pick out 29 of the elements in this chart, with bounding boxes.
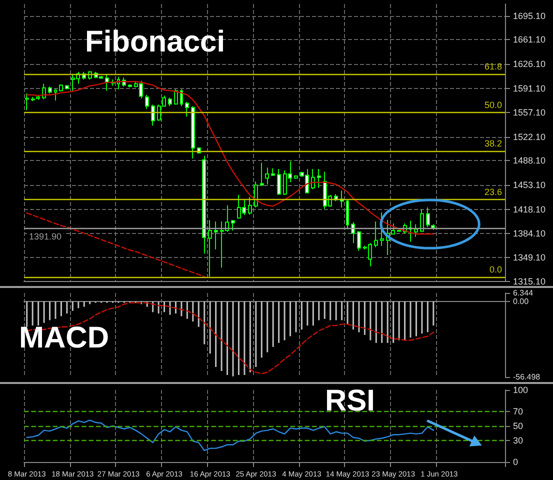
y-tick-label: 30 bbox=[513, 435, 524, 446]
y-tick-label: 0 bbox=[513, 457, 518, 467]
y-tick-label: 1661.10 bbox=[513, 34, 546, 45]
y-tick-label: 1349.10 bbox=[513, 252, 546, 263]
y-tick-label: 70 bbox=[513, 406, 524, 417]
y-tick-label: 1488.10 bbox=[513, 156, 546, 166]
text: MACD bbox=[19, 322, 109, 354]
y-tick-label: 50 bbox=[513, 421, 524, 431]
chart-title: RSI bbox=[325, 384, 376, 418]
y-tick-label: 1453.10 bbox=[513, 180, 546, 190]
y-tick-label: 6.344 bbox=[513, 288, 534, 298]
annotation: 61.8 bbox=[484, 61, 502, 72]
annotation: 0.0 bbox=[489, 264, 502, 274]
y-tick-label: 1522.10 bbox=[513, 132, 546, 142]
annotation: 50.0 bbox=[484, 100, 502, 110]
y-tick-label: 1315.10 bbox=[513, 276, 546, 286]
y-tick-label: 1695.10 bbox=[513, 10, 546, 21]
y-tick-label: 1384.10 bbox=[513, 228, 546, 238]
y-tick-label: 1626.10 bbox=[513, 59, 546, 70]
y-tick-label: 1591.10 bbox=[513, 84, 546, 94]
annotation: 38.2 bbox=[484, 138, 502, 149]
y-tick-label: 1418.10 bbox=[513, 204, 546, 214]
y-tick-label: 0.00 bbox=[513, 296, 530, 306]
y-tick-label: 100 bbox=[513, 385, 528, 395]
annotation: 23.6 bbox=[484, 186, 502, 197]
y-tick-label: 1557.10 bbox=[513, 107, 546, 118]
y-tick-label: -56.498 bbox=[513, 372, 541, 382]
text: Fibonacci bbox=[85, 26, 226, 58]
ref-line-label: 1391.90 bbox=[29, 231, 62, 242]
